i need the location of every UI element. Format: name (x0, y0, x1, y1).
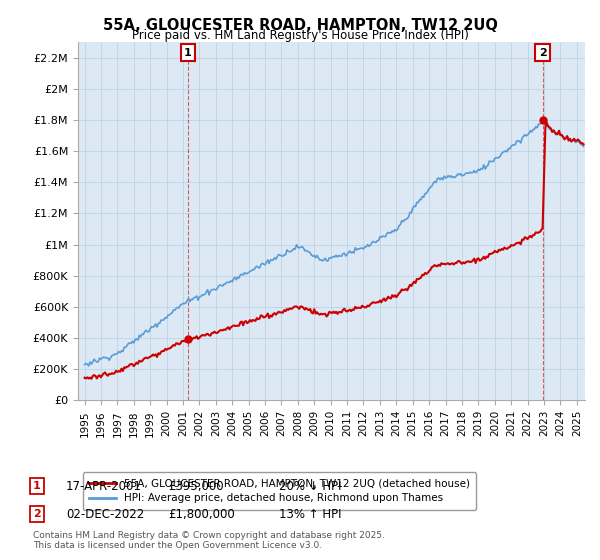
Text: 1: 1 (184, 48, 191, 58)
Text: 02-DEC-2022: 02-DEC-2022 (66, 507, 144, 521)
Text: 13% ↑ HPI: 13% ↑ HPI (279, 507, 341, 521)
Text: 2: 2 (33, 509, 41, 519)
Text: Price paid vs. HM Land Registry's House Price Index (HPI): Price paid vs. HM Land Registry's House … (131, 29, 469, 42)
Text: £1,800,000: £1,800,000 (168, 507, 235, 521)
Legend: 55A, GLOUCESTER ROAD, HAMPTON, TW12 2UQ (detached house), HPI: Average price, de: 55A, GLOUCESTER ROAD, HAMPTON, TW12 2UQ … (83, 472, 476, 510)
Text: 55A, GLOUCESTER ROAD, HAMPTON, TW12 2UQ: 55A, GLOUCESTER ROAD, HAMPTON, TW12 2UQ (103, 18, 497, 33)
Text: 20% ↓ HPI: 20% ↓ HPI (279, 479, 341, 493)
Text: £395,000: £395,000 (168, 479, 224, 493)
Text: 17-APR-2001: 17-APR-2001 (66, 479, 142, 493)
Text: 1: 1 (33, 481, 41, 491)
Text: 2: 2 (539, 48, 547, 58)
Text: Contains HM Land Registry data © Crown copyright and database right 2025.
This d: Contains HM Land Registry data © Crown c… (33, 530, 385, 550)
